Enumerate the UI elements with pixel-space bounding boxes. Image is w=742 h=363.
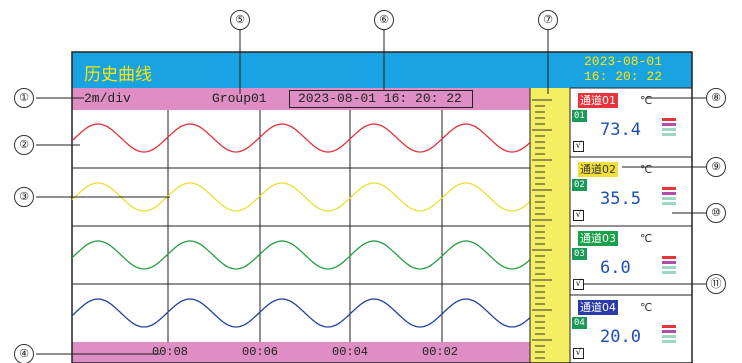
channel-value: 20.0 — [600, 327, 641, 347]
ruler-ticks — [532, 99, 552, 359]
channel-alarm-bars — [662, 187, 676, 207]
channel-value: 6.0 — [600, 258, 631, 278]
channel-unit: ℃ — [640, 94, 653, 107]
channel-visible-checkbox[interactable]: √ — [573, 348, 584, 359]
channel-label: 通道02 — [578, 162, 618, 177]
channel-value: 35.5 — [600, 189, 641, 209]
channel-value: 73.4 — [600, 120, 641, 140]
callout-4: ④ — [14, 344, 34, 363]
page-title: 历史曲线 — [84, 65, 152, 85]
callout-2: ② — [14, 135, 34, 155]
callout-1: ① — [14, 88, 34, 108]
time-tick: 00:02 — [422, 345, 459, 359]
channel-label: 通道03 — [578, 231, 618, 246]
callout-9: ⑨ — [706, 157, 726, 177]
channel-visible-checkbox[interactable]: √ — [573, 210, 584, 221]
channel-alarm-bars — [662, 118, 676, 138]
callout-8: ⑧ — [706, 88, 726, 108]
callout-3: ③ — [14, 187, 34, 207]
channel-alarm-bars — [662, 325, 676, 345]
curve-channel-03 — [71, 240, 531, 270]
channel-unit: ℃ — [640, 163, 653, 176]
clock-panel — [532, 52, 692, 88]
screen-frame — [71, 51, 693, 363]
channel-panel-04[interactable]: 通道04 ℃ 04 20.0 √ — [570, 295, 692, 363]
panel-separators — [529, 87, 692, 363]
callout-7: ⑦ — [538, 10, 558, 30]
channel-unit: ℃ — [640, 232, 653, 245]
callout-10: ⑩ — [706, 203, 726, 223]
channel-visible-checkbox[interactable]: √ — [573, 141, 584, 152]
clock-time: 16: 20: 22 — [584, 69, 663, 84]
callout-11: ⑪ — [706, 274, 726, 294]
time-tick: 00:06 — [242, 345, 279, 359]
curve-channel-04 — [71, 298, 531, 328]
channel-id: 03 — [572, 248, 587, 260]
curve-channel-02 — [71, 182, 531, 212]
time-tick: 00:08 — [152, 345, 189, 359]
time-tick: 00:04 — [332, 345, 369, 359]
channel-visible-checkbox[interactable]: √ — [573, 279, 584, 290]
callout-5: ⑤ — [230, 10, 250, 30]
time-scale-label[interactable]: 2m/div — [84, 91, 131, 106]
channel-label: 通道04 — [578, 300, 618, 315]
info-bar — [72, 88, 530, 110]
curve-channel-01 — [71, 123, 531, 153]
curves — [71, 123, 531, 328]
callout-lines — [36, 28, 706, 355]
channel-id: 01 — [572, 110, 587, 122]
channel-alarm-bars — [662, 256, 676, 276]
group-label[interactable]: Group01 — [212, 91, 267, 106]
channel-id: 02 — [572, 179, 587, 191]
channel-label: 通道01 — [578, 93, 618, 108]
title-bar — [72, 52, 532, 88]
timestamp-box[interactable] — [289, 90, 473, 108]
clock-date: 2023-08-01 — [584, 54, 663, 69]
plot-grid — [72, 110, 530, 342]
channel-panel-03[interactable]: 通道03 ℃ 03 6.0 √ — [570, 226, 692, 294]
channel-panel-02[interactable]: 通道02 ℃ 02 35.5 √ — [570, 157, 692, 225]
channel-unit: ℃ — [640, 301, 653, 314]
time-axis-bar — [72, 342, 530, 363]
channel-id: 04 — [572, 317, 587, 329]
channel-panel-01[interactable]: 通道01 ℃ 01 73.4 √ — [570, 88, 692, 156]
callout-6: ⑥ — [374, 10, 394, 30]
timestamp-label: 2023-08-01 16: 20: 22 — [298, 91, 462, 106]
